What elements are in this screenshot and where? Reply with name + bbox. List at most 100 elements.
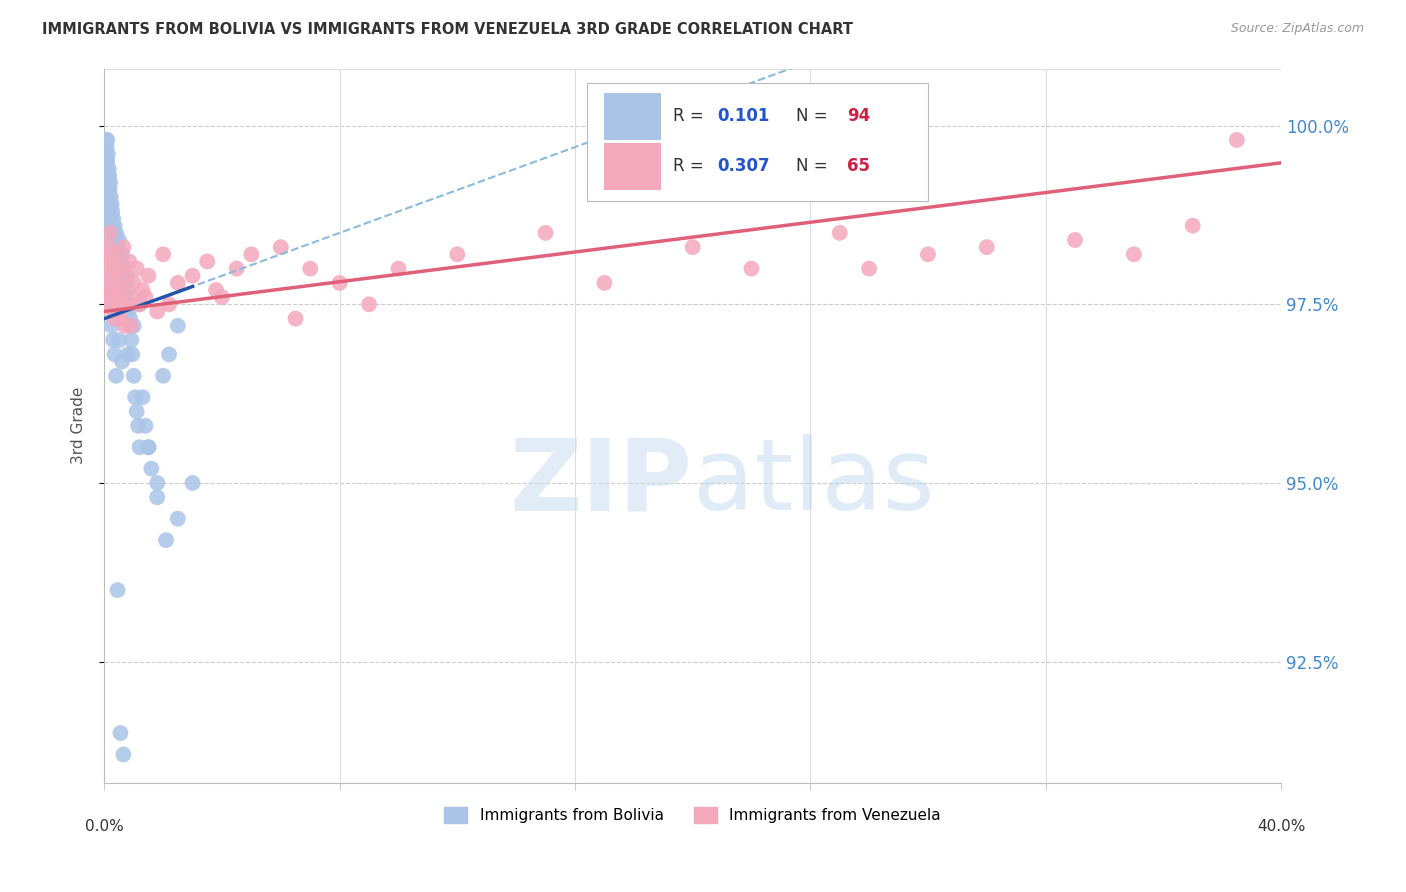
Immigrants from Bolivia: [111, 268, 134, 283]
Immigrants from Bolivia: [98, 176, 121, 190]
Immigrants from Bolivia: [138, 440, 160, 454]
Immigrants from Bolivia: [98, 169, 121, 183]
Immigrants from Bolivia: [108, 247, 131, 261]
Immigrants from Bolivia: [122, 368, 145, 383]
Text: R =: R =: [672, 107, 709, 126]
Immigrants from Bolivia: [120, 318, 142, 333]
Immigrants from Venezuela: [329, 276, 352, 290]
Immigrants from Bolivia: [98, 297, 121, 311]
Immigrants from Venezuela: [1181, 219, 1204, 233]
Immigrants from Venezuela: [270, 240, 292, 254]
Immigrants from Venezuela: [105, 247, 128, 261]
Immigrants from Bolivia: [98, 197, 121, 211]
Immigrants from Bolivia: [98, 183, 121, 197]
Immigrants from Bolivia: [105, 226, 128, 240]
Immigrants from Venezuela: [682, 240, 704, 254]
FancyBboxPatch shape: [586, 83, 928, 201]
Text: atlas: atlas: [693, 434, 934, 532]
Immigrants from Venezuela: [98, 226, 121, 240]
Immigrants from Bolivia: [101, 333, 124, 347]
Immigrants from Bolivia: [111, 247, 134, 261]
Immigrants from Venezuela: [94, 261, 117, 276]
Immigrants from Venezuela: [131, 283, 153, 297]
Immigrants from Bolivia: [105, 240, 128, 254]
Immigrants from Venezuela: [181, 268, 204, 283]
Immigrants from Bolivia: [108, 233, 131, 247]
Immigrants from Bolivia: [103, 226, 125, 240]
Immigrants from Bolivia: [96, 147, 118, 161]
Immigrants from Venezuela: [120, 318, 142, 333]
Immigrants from Bolivia: [101, 211, 124, 226]
Immigrants from Bolivia: [100, 190, 122, 204]
Immigrants from Venezuela: [97, 240, 120, 254]
Immigrants from Bolivia: [97, 190, 120, 204]
Immigrants from Bolivia: [107, 247, 129, 261]
Immigrants from Bolivia: [96, 133, 118, 147]
Immigrants from Venezuela: [97, 276, 120, 290]
Immigrants from Bolivia: [120, 333, 142, 347]
Immigrants from Venezuela: [211, 290, 233, 304]
Immigrants from Bolivia: [101, 204, 124, 219]
Immigrants from Bolivia: [100, 240, 122, 254]
Immigrants from Bolivia: [96, 154, 118, 169]
Immigrants from Bolivia: [111, 276, 134, 290]
Immigrants from Bolivia: [97, 276, 120, 290]
Immigrants from Bolivia: [110, 261, 132, 276]
Immigrants from Bolivia: [94, 154, 117, 169]
Immigrants from Venezuela: [152, 247, 174, 261]
Immigrants from Venezuela: [205, 283, 228, 297]
Immigrants from Bolivia: [112, 261, 135, 276]
Immigrants from Bolivia: [97, 161, 120, 176]
Text: 0.0%: 0.0%: [84, 819, 124, 834]
Text: R =: R =: [672, 157, 709, 176]
Immigrants from Bolivia: [108, 254, 131, 268]
Immigrants from Bolivia: [125, 404, 148, 418]
Immigrants from Venezuela: [157, 297, 180, 311]
Immigrants from Venezuela: [195, 254, 218, 268]
Immigrants from Bolivia: [141, 461, 163, 475]
Immigrants from Bolivia: [103, 240, 125, 254]
Immigrants from Bolivia: [112, 283, 135, 297]
Immigrants from Bolivia: [115, 297, 138, 311]
Immigrants from Venezuela: [100, 283, 122, 297]
Immigrants from Bolivia: [101, 226, 124, 240]
Immigrants from Venezuela: [108, 297, 131, 311]
Immigrants from Venezuela: [114, 318, 136, 333]
Immigrants from Venezuela: [134, 290, 156, 304]
FancyBboxPatch shape: [605, 144, 661, 190]
Text: N =: N =: [796, 157, 828, 176]
Immigrants from Venezuela: [117, 297, 139, 311]
Y-axis label: 3rd Grade: 3rd Grade: [72, 387, 86, 465]
Immigrants from Bolivia: [105, 368, 128, 383]
Immigrants from Venezuela: [240, 247, 263, 261]
Immigrants from Bolivia: [127, 418, 149, 433]
Immigrants from Bolivia: [97, 147, 120, 161]
Immigrants from Venezuela: [357, 297, 380, 311]
Immigrants from Bolivia: [117, 304, 139, 318]
Immigrants from Venezuela: [111, 283, 134, 297]
Immigrants from Bolivia: [134, 418, 156, 433]
Immigrants from Bolivia: [97, 169, 120, 183]
Text: 40.0%: 40.0%: [1257, 819, 1305, 834]
Legend: Immigrants from Bolivia, Immigrants from Venezuela: Immigrants from Bolivia, Immigrants from…: [439, 801, 948, 829]
Immigrants from Bolivia: [138, 440, 160, 454]
Immigrants from Bolivia: [110, 726, 132, 740]
Immigrants from Venezuela: [1226, 133, 1249, 147]
Immigrants from Bolivia: [97, 183, 120, 197]
Immigrants from Venezuela: [858, 261, 880, 276]
Immigrants from Bolivia: [166, 318, 188, 333]
Immigrants from Bolivia: [104, 219, 127, 233]
Text: 65: 65: [846, 157, 870, 176]
Immigrants from Venezuela: [166, 276, 188, 290]
Immigrants from Venezuela: [740, 261, 762, 276]
Immigrants from Bolivia: [117, 283, 139, 297]
Immigrants from Venezuela: [101, 304, 124, 318]
Immigrants from Bolivia: [120, 311, 142, 326]
Immigrants from Bolivia: [97, 197, 120, 211]
Immigrants from Venezuela: [1122, 247, 1144, 261]
Immigrants from Bolivia: [111, 354, 134, 368]
Immigrants from Venezuela: [110, 311, 132, 326]
Immigrants from Venezuela: [828, 226, 851, 240]
Immigrants from Venezuela: [138, 268, 160, 283]
Immigrants from Bolivia: [96, 161, 118, 176]
